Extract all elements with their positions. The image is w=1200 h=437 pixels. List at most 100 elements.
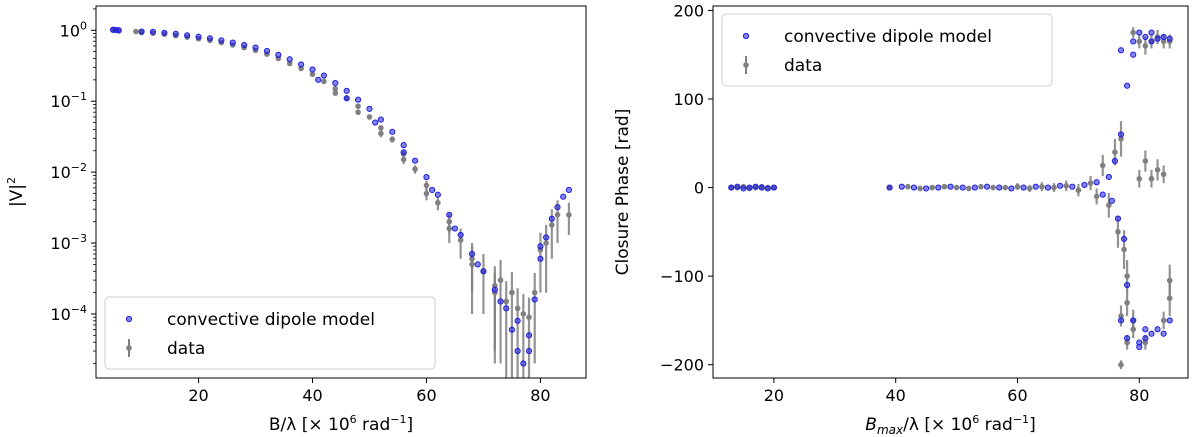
model-point (491, 286, 498, 293)
model-point (1120, 235, 1128, 243)
data-point (526, 314, 532, 320)
data-point (1154, 167, 1161, 173)
model-point (474, 261, 481, 268)
model-point (1130, 317, 1137, 324)
data-point (1014, 183, 1021, 190)
legend-label-data: data (784, 56, 822, 76)
data-point (1118, 136, 1124, 142)
model-point (1117, 47, 1125, 54)
data-point (941, 183, 948, 190)
x-tick-label: 60 (416, 386, 436, 405)
plot-frame (712, 5, 1189, 379)
x-axis-label: B/λ [× 106 rad−1] (269, 413, 413, 435)
model-point (1130, 51, 1137, 58)
data-point (509, 289, 515, 296)
model-point (218, 37, 225, 44)
model-point (910, 184, 918, 191)
model-point (1124, 335, 1131, 342)
data-point (1142, 43, 1149, 49)
data-point (917, 185, 923, 192)
legend-box (721, 13, 1053, 87)
data-point (355, 103, 361, 110)
data-point (423, 190, 430, 197)
model-point (115, 27, 122, 34)
model-point (935, 184, 942, 191)
y-tick-label: 0 (694, 179, 704, 198)
data-point (543, 240, 549, 246)
data-point (1087, 180, 1094, 186)
x-tick-label: 20 (764, 386, 784, 405)
model-point (1142, 326, 1149, 333)
data-point (1130, 326, 1136, 333)
legend-marker-model (742, 32, 750, 40)
model-point (1154, 35, 1161, 42)
model-point (1166, 317, 1173, 324)
model-point (1117, 317, 1125, 324)
model-point (343, 87, 350, 94)
data-point (1124, 339, 1130, 346)
model-point (423, 174, 430, 181)
data-point (1148, 175, 1155, 182)
data-point (929, 184, 936, 191)
data-point (1160, 38, 1167, 45)
data-point (286, 60, 293, 67)
model-point (451, 225, 459, 232)
plot-area (728, 27, 1173, 370)
data-point (1124, 273, 1130, 279)
model-point (1124, 281, 1131, 289)
data-point (1160, 317, 1167, 324)
model-point (1124, 82, 1131, 89)
model-point (241, 41, 248, 49)
model-point (1166, 35, 1173, 42)
model-point (1081, 181, 1088, 189)
data-point (566, 212, 572, 218)
data-point (412, 166, 418, 172)
model-point (983, 183, 991, 190)
model-point (309, 66, 316, 73)
model-point (959, 184, 966, 191)
data-point (1142, 158, 1149, 164)
model-point (286, 56, 293, 63)
model-point (770, 184, 777, 191)
legend-box (104, 296, 436, 370)
y-tick-label: −200 (660, 356, 704, 375)
data-point (1136, 175, 1143, 182)
model-point (1069, 183, 1076, 190)
model-point (184, 32, 191, 39)
model-point (366, 105, 373, 112)
model-point (1114, 215, 1122, 222)
model-point (531, 296, 538, 303)
model-point (503, 305, 510, 312)
data-point (531, 289, 538, 296)
model-point (480, 268, 487, 275)
model-point (263, 47, 271, 55)
model-point (389, 128, 396, 135)
data-point (1039, 183, 1045, 190)
data-point (965, 185, 972, 192)
model-point (1057, 182, 1064, 189)
model-point (1160, 33, 1167, 41)
y-axis-label: Closure Phase [rad] (613, 109, 633, 276)
y-tick-label: 100 (673, 90, 704, 109)
model-point (320, 72, 328, 79)
data-point (497, 277, 504, 283)
model-point (468, 250, 476, 258)
model-point (560, 193, 567, 200)
model-point (400, 142, 407, 149)
model-point (734, 183, 741, 190)
model-point (746, 184, 753, 191)
data-point (332, 90, 339, 96)
legend-label-model: convective dipole model (784, 27, 992, 47)
data-point (978, 183, 984, 190)
y-tick-label: 100 (60, 19, 87, 40)
model-point (1020, 184, 1027, 191)
model-point (400, 149, 407, 156)
data-point (457, 237, 464, 243)
data-point (435, 199, 441, 206)
model-point (537, 255, 544, 262)
data-point (1099, 162, 1106, 169)
data-point (1063, 183, 1070, 189)
data-point (1118, 313, 1124, 319)
legend-marker-data (126, 345, 132, 351)
model-point (332, 79, 339, 87)
